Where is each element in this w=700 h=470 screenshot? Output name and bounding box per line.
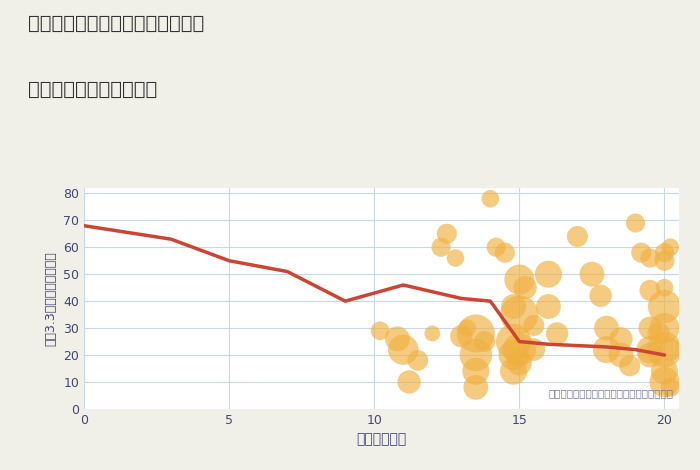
- Point: [450, 254, 461, 262]
- Point: [659, 346, 670, 353]
- Point: [514, 276, 525, 283]
- Point: [508, 303, 519, 310]
- Point: [470, 368, 482, 375]
- Point: [528, 346, 540, 353]
- Point: [508, 351, 519, 359]
- Point: [508, 368, 519, 375]
- Point: [659, 284, 670, 291]
- Point: [659, 324, 670, 332]
- Point: [659, 249, 670, 257]
- Point: [601, 346, 612, 353]
- Point: [484, 195, 496, 203]
- Point: [645, 287, 656, 294]
- Point: [542, 270, 554, 278]
- Point: [412, 357, 423, 364]
- Point: [645, 351, 656, 359]
- Point: [624, 362, 636, 369]
- X-axis label: 駅距離（分）: 駅距離（分）: [356, 432, 407, 446]
- Point: [435, 243, 447, 251]
- Point: [572, 233, 583, 240]
- Point: [587, 270, 598, 278]
- Point: [665, 243, 676, 251]
- Point: [519, 284, 531, 291]
- Point: [398, 346, 409, 353]
- Point: [514, 346, 525, 353]
- Point: [653, 330, 664, 337]
- Point: [392, 335, 403, 343]
- Point: [665, 384, 676, 391]
- Point: [552, 330, 563, 337]
- Point: [659, 368, 670, 375]
- Point: [427, 330, 438, 337]
- Point: [403, 378, 414, 386]
- Point: [615, 351, 626, 359]
- Point: [470, 330, 482, 337]
- Point: [659, 257, 670, 265]
- Point: [470, 351, 482, 359]
- Point: [542, 303, 554, 310]
- Point: [456, 332, 467, 340]
- Point: [491, 243, 502, 251]
- Point: [508, 338, 519, 345]
- Point: [665, 346, 676, 353]
- Point: [374, 327, 386, 335]
- Point: [470, 384, 482, 391]
- Point: [601, 324, 612, 332]
- Point: [615, 335, 626, 343]
- Y-axis label: 坪（3.3㎡）単価（万円）: 坪（3.3㎡）単価（万円）: [45, 251, 57, 346]
- Point: [479, 338, 490, 345]
- Point: [528, 321, 540, 329]
- Point: [461, 324, 472, 332]
- Point: [630, 219, 641, 227]
- Point: [645, 254, 656, 262]
- Text: 駅距離別中古戸建て価格: 駅距離別中古戸建て価格: [28, 80, 158, 99]
- Point: [659, 303, 670, 310]
- Point: [636, 249, 647, 257]
- Point: [645, 324, 656, 332]
- Point: [659, 378, 670, 386]
- Point: [441, 230, 452, 237]
- Text: 兵庫県三木市志染町東自由が丘の: 兵庫県三木市志染町東自由が丘の: [28, 14, 204, 33]
- Point: [595, 292, 606, 299]
- Point: [645, 346, 656, 353]
- Point: [499, 249, 510, 257]
- Point: [514, 311, 525, 318]
- Text: 円の大きさは、取引のあった物件面積を示す: 円の大きさは、取引のあった物件面積を示す: [548, 388, 673, 398]
- Point: [514, 360, 525, 367]
